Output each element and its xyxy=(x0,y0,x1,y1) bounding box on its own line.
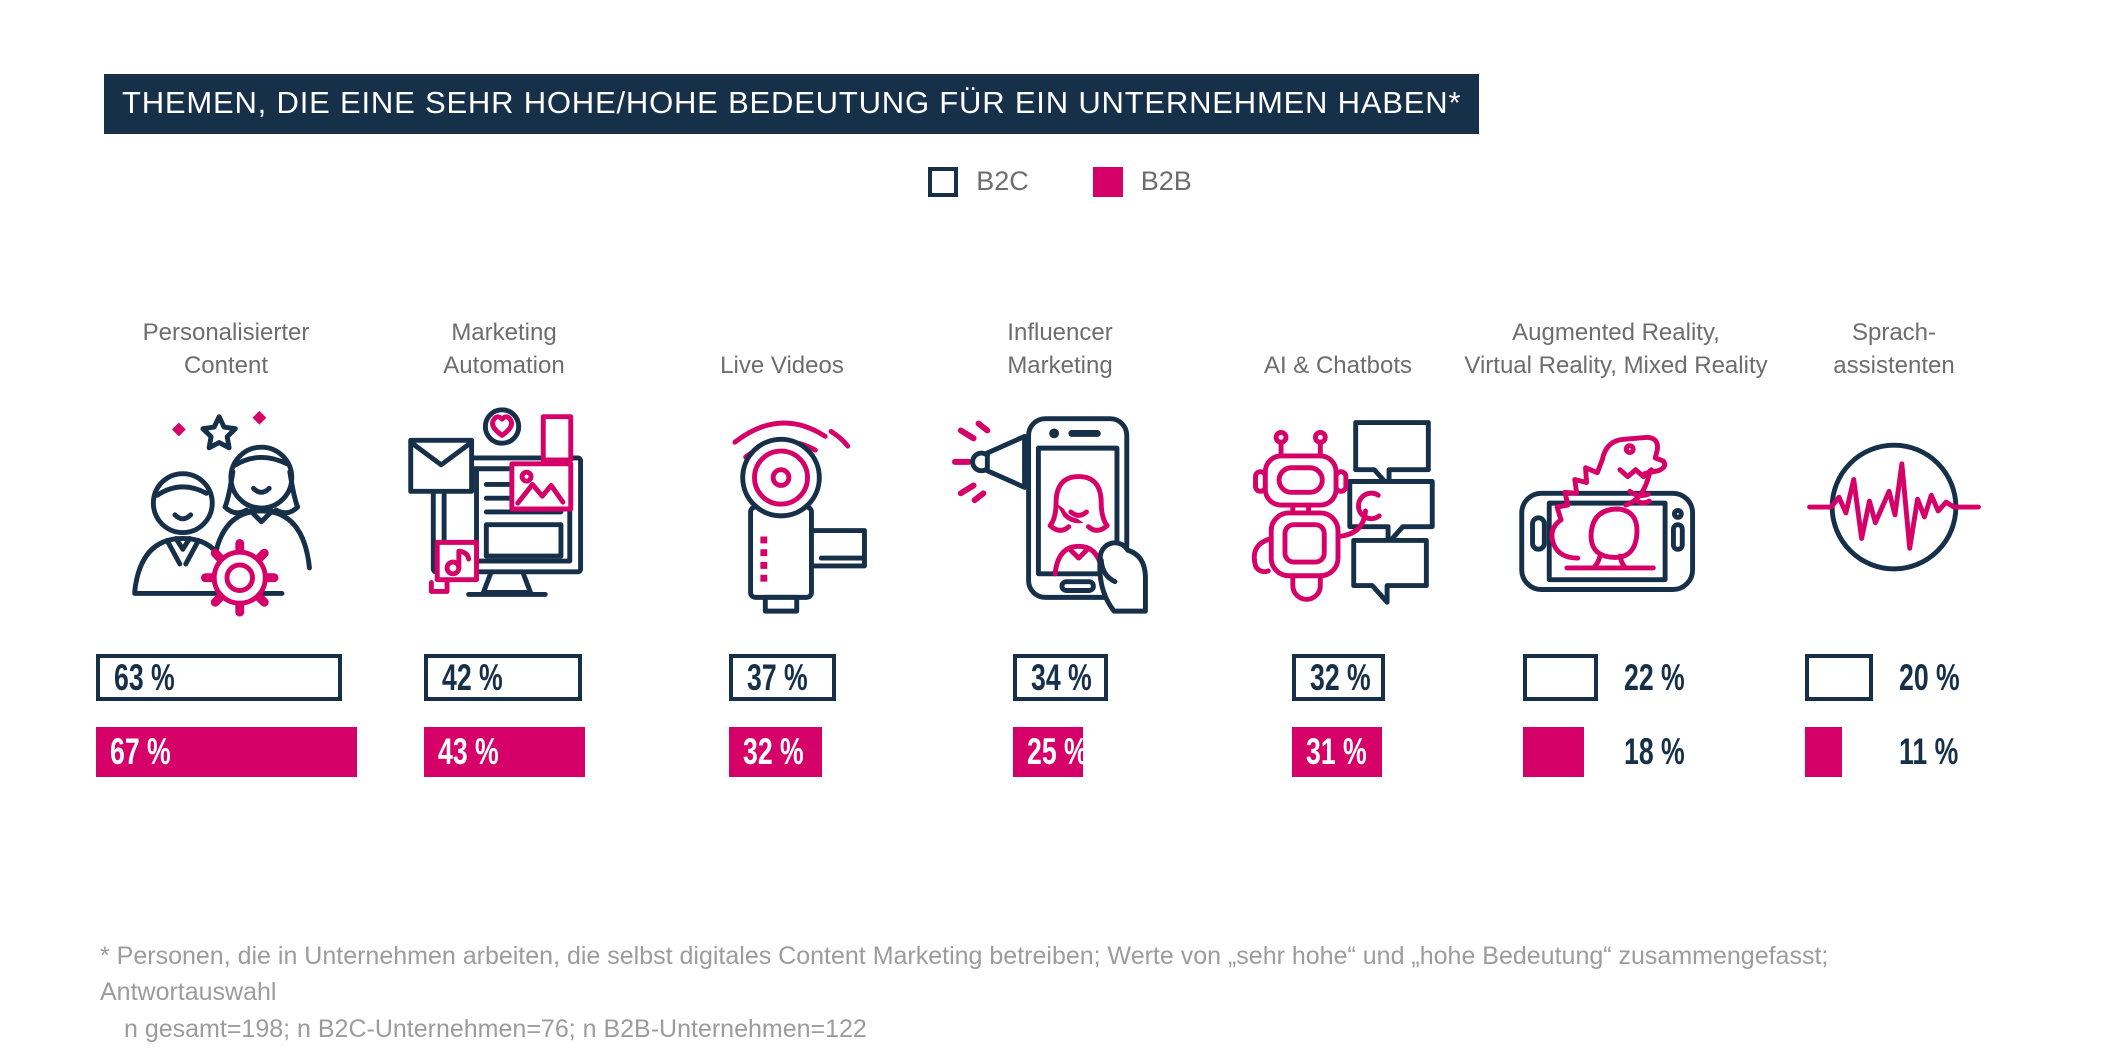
topic-label: Live Videos xyxy=(720,282,844,382)
b2c-bar: 32 % xyxy=(1291,654,1385,701)
legend-label-b2c: B2C xyxy=(976,166,1029,196)
b2c-row: 22 % xyxy=(1523,654,1708,701)
b2c-value-label: 42 % xyxy=(441,656,503,698)
marketing-automation-icon xyxy=(396,390,612,628)
b2b-bar: 31 % xyxy=(1291,727,1382,777)
topic-column-influencer-marketing: Influencer Marketing 34 % 25 % xyxy=(921,282,1199,777)
b2b-value-label: 25 % xyxy=(1026,731,1088,772)
topic-label: AI & Chatbots xyxy=(1264,282,1412,382)
legend-item-b2c: B2C xyxy=(928,166,1029,197)
bar-group: 20 % 11 % xyxy=(1804,654,1983,777)
video-camera-icon xyxy=(674,390,890,628)
b2c-bar: 37 % xyxy=(728,654,836,701)
b2c-value-label: 34 % xyxy=(1030,656,1092,698)
b2c-value-label: 20 % xyxy=(1898,656,1960,698)
b2c-value-label: 63 % xyxy=(113,656,175,698)
people-gear-icon xyxy=(118,390,334,628)
bar-group: 34 % 25 % xyxy=(1012,654,1108,777)
topic-columns: Personalisierter Content 63 % 67 % Marketin… xyxy=(87,282,2033,777)
b2b-bar xyxy=(1523,727,1585,777)
b2b-value-label: 31 % xyxy=(1305,731,1367,772)
b2b-row: 18 % xyxy=(1523,727,1708,777)
b2b-bar xyxy=(1804,727,1842,777)
topic-label-line: Sprach- xyxy=(1851,319,1937,347)
topic-column-sprachassistenten: Sprach-assistenten 20 % 11 % xyxy=(1755,282,2033,777)
topic-label: Influencer Marketing xyxy=(1007,282,1112,382)
b2c-value-label: 22 % xyxy=(1624,656,1686,698)
b2b-value-label: 32 % xyxy=(742,731,804,772)
topic-label: Marketing Automation xyxy=(443,282,564,382)
b2b-value-label: 43 % xyxy=(437,731,499,772)
topic-label-line: Automation xyxy=(443,351,565,379)
b2c-bar: 63 % xyxy=(95,654,342,701)
topic-label: Personalisierter Content xyxy=(143,282,310,382)
topic-label-line: Live Videos xyxy=(720,351,844,379)
b2c-bar xyxy=(1523,654,1599,701)
topic-label-line: Content xyxy=(183,351,269,379)
topic-label-line: assistenten xyxy=(1833,351,1955,379)
bar-group: 32 % 31 % xyxy=(1291,654,1385,777)
topic-label-line: Influencer xyxy=(1007,319,1113,347)
b2c-bar xyxy=(1804,654,1873,701)
b2c-row: 20 % xyxy=(1804,654,1983,701)
legend: B2C B2B xyxy=(0,166,2120,197)
topic-column-ai-chatbots: AI & Chatbots 32 % 31 % xyxy=(1199,282,1477,777)
b2c-bar: 42 % xyxy=(423,654,582,701)
b2c-swatch-icon xyxy=(928,166,959,197)
legend-item-b2b: B2B xyxy=(1092,166,1192,197)
footnote-line-1: * Personen, die in Unternehmen arbeiten,… xyxy=(100,942,1829,1007)
topic-label-line: Personalisierter xyxy=(142,319,310,347)
influencer-phone-icon xyxy=(952,390,1168,628)
b2c-value-label: 37 % xyxy=(746,656,808,698)
topic-label: Sprach-assistenten xyxy=(1833,282,1954,382)
topic-column-personalisierter-content: Personalisierter Content 63 % 67 % xyxy=(87,282,365,777)
b2b-row: 11 % xyxy=(1804,727,1983,777)
voice-waveform-icon xyxy=(1786,390,2002,628)
topic-label-line: AI & Chatbots xyxy=(1263,351,1413,379)
b2b-value-label: 67 % xyxy=(109,731,171,772)
bar-group: 37 % 32 % xyxy=(728,654,836,777)
b2b-bar: 67 % xyxy=(95,727,357,777)
b2b-bar: 32 % xyxy=(728,727,822,777)
topic-label-line: Marketing xyxy=(451,319,557,347)
footnote-line-2: n gesamt=198; n B2C-Unternehmen=76; n B2… xyxy=(124,1014,867,1043)
topic-label-line: Marketing xyxy=(1007,351,1113,379)
bar-group: 42 % 43 % xyxy=(423,654,585,777)
topic-column-ar-vr-mr: Augmented Reality, Virtual Reality, Mixed… xyxy=(1464,282,1768,777)
ar-dinosaur-icon xyxy=(1508,390,1724,628)
bar-group: 63 % 67 % xyxy=(95,654,357,777)
b2c-bar: 34 % xyxy=(1012,654,1108,701)
bar-group: 22 % 18 % xyxy=(1523,654,1708,777)
b2b-value-label: 11 % xyxy=(1898,731,1959,772)
chart-title: THEMEN, DIE EINE SEHR HOHE/HOHE BEDEUTUN… xyxy=(104,74,1480,134)
topic-label: Augmented Reality, Virtual Reality, Mixed… xyxy=(1464,282,1767,382)
b2b-value-label: 18 % xyxy=(1624,731,1686,772)
footnote: * Personen, die in Unternehmen arbeiten,… xyxy=(100,938,1960,1047)
chatbot-robot-icon xyxy=(1230,390,1446,628)
topic-column-live-videos: Live Videos 37 % 32 % xyxy=(643,282,921,777)
b2b-bar: 43 % xyxy=(423,727,585,777)
b2c-value-label: 32 % xyxy=(1309,656,1371,698)
topic-column-marketing-automation: Marketing Automation 42 % 43 % xyxy=(365,282,643,777)
topic-label-line: Virtual Reality, Mixed Reality xyxy=(1464,351,1768,379)
b2b-bar: 25 % xyxy=(1012,727,1087,777)
b2b-swatch-icon xyxy=(1092,166,1123,197)
topic-label-line: Augmented Reality, xyxy=(1512,319,1720,347)
legend-label-b2b: B2B xyxy=(1140,166,1192,196)
